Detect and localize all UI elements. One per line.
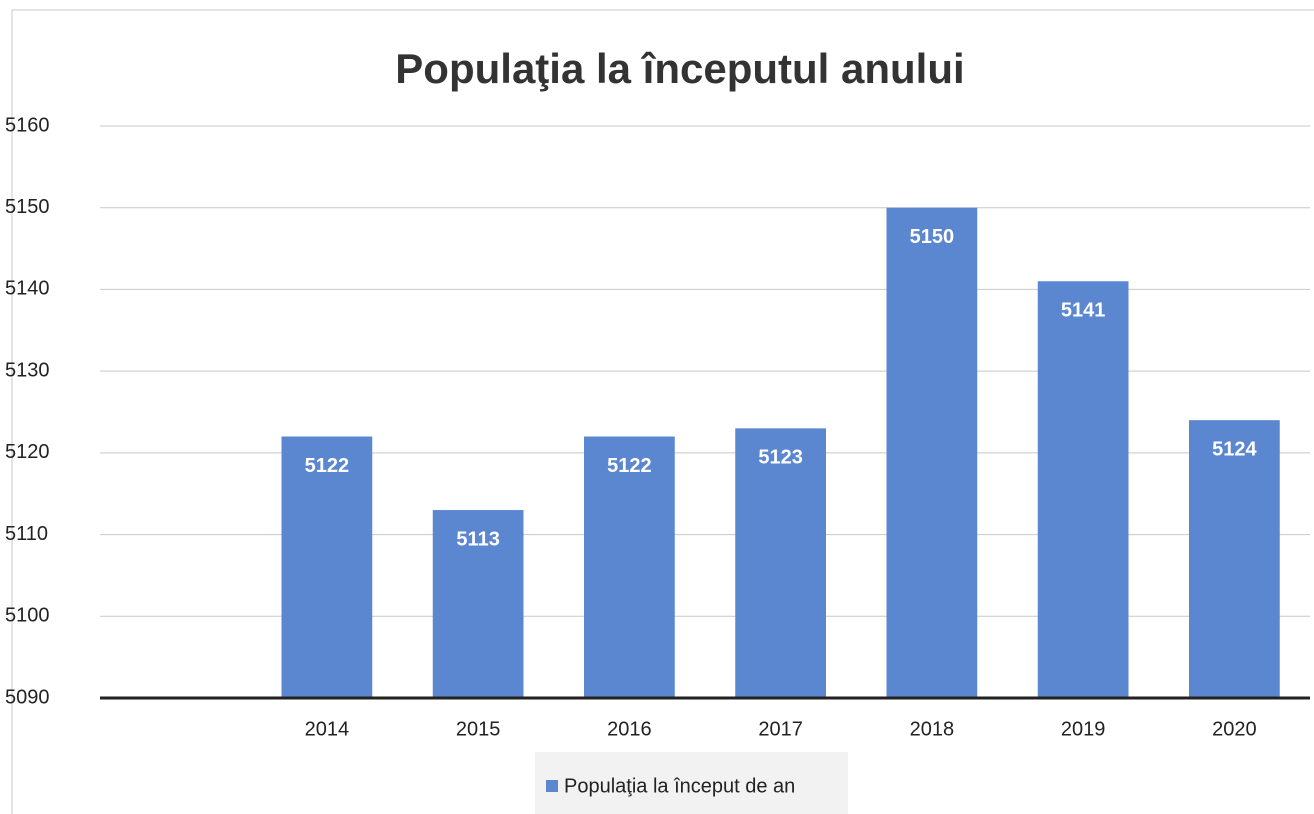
- value-label: 5123: [758, 447, 803, 469]
- chart-frame: [11, 9, 1314, 814]
- y-tick-label: 5120: [5, 441, 50, 463]
- y-tick-label: 5090: [5, 686, 50, 708]
- value-label: 5113: [456, 528, 499, 550]
- legend-swatch: [546, 780, 558, 792]
- value-label: 5124: [1212, 438, 1257, 460]
- x-tick-label: 2014: [305, 718, 350, 740]
- bar: [1037, 281, 1129, 698]
- bar: [735, 428, 826, 698]
- bar: [584, 436, 675, 698]
- legend-label: Populaţia la început de an: [564, 775, 795, 797]
- x-tick-label: 2019: [1061, 718, 1106, 740]
- bar: [281, 436, 373, 698]
- x-tick-label: 2020: [1212, 718, 1257, 740]
- x-tick-label: 2018: [910, 718, 955, 740]
- chart-title: Populaţia la începutul anului: [395, 45, 964, 92]
- value-label: 5122: [305, 455, 350, 477]
- y-tick-label: 5100: [5, 605, 50, 627]
- bar: [432, 510, 524, 698]
- x-tick-label: 2016: [607, 718, 652, 740]
- bar: [1189, 420, 1280, 698]
- y-tick-label: 5110: [5, 523, 48, 545]
- y-tick-label: 5160: [5, 114, 50, 136]
- legend-box: [535, 752, 848, 814]
- value-label: 5122: [607, 455, 652, 477]
- bar: [886, 207, 978, 698]
- y-tick-label: 5150: [5, 196, 50, 218]
- x-tick-label: 2017: [758, 718, 803, 740]
- x-tick-label: 2015: [456, 718, 501, 740]
- y-tick-label: 5140: [5, 278, 50, 300]
- value-label: 5141: [1061, 300, 1106, 322]
- y-tick-label: 5130: [5, 359, 50, 381]
- value-label: 5150: [910, 226, 955, 248]
